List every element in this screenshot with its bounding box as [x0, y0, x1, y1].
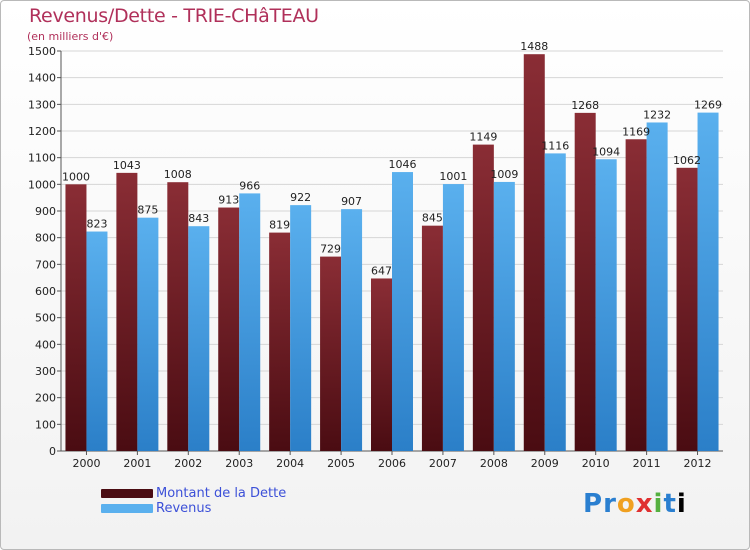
- data-label-revenue: 823: [86, 218, 107, 231]
- y-tick-label: 1000: [28, 178, 56, 191]
- data-label-revenue: 1001: [439, 170, 467, 183]
- bar-debt: [523, 54, 545, 451]
- x-tick-label: 2003: [225, 457, 253, 470]
- bar-revenue: [442, 184, 464, 452]
- y-tick-label: 800: [35, 232, 56, 245]
- x-tick-label: 2010: [582, 457, 610, 470]
- data-label-revenue: 875: [137, 204, 158, 217]
- x-tick-label: 2009: [531, 457, 559, 470]
- data-label-revenue: 1046: [389, 158, 417, 171]
- x-tick-label: 2001: [123, 457, 151, 470]
- bar-revenue: [646, 122, 668, 451]
- data-label-revenue: 1094: [592, 145, 620, 158]
- data-label-debt: 1062: [673, 154, 701, 167]
- bar-debt: [167, 182, 189, 451]
- bar-revenue: [290, 205, 312, 451]
- bar-debt: [574, 112, 596, 451]
- data-label-revenue: 843: [188, 212, 209, 225]
- y-tick-label: 1200: [28, 125, 56, 138]
- x-tick-label: 2000: [72, 457, 100, 470]
- data-label-debt: 1043: [113, 159, 141, 172]
- y-tick-label: 500: [35, 312, 56, 325]
- legend-label-revenue: Revenus: [156, 501, 212, 516]
- y-tick-label: 1400: [28, 72, 56, 85]
- x-tick-label: 2006: [378, 457, 406, 470]
- bar-chart: 0 100 200 300 400 500 600 700 800 900 1000 1100 1200…: [28, 40, 723, 470]
- bar-revenue: [697, 112, 719, 451]
- bar-revenue: [86, 231, 108, 451]
- data-label-revenue: 922: [290, 191, 311, 204]
- bar-revenue: [544, 153, 566, 451]
- bar-revenue: [595, 159, 617, 451]
- bar-debt: [676, 167, 698, 452]
- x-tick-label: 2002: [174, 457, 202, 470]
- bar-revenue: [392, 172, 413, 452]
- data-label-revenue: 1116: [541, 139, 569, 152]
- x-tick-label: 2005: [327, 457, 355, 470]
- bar-debt: [625, 139, 647, 451]
- y-tick-label: 700: [35, 258, 56, 271]
- bar-revenue: [239, 193, 261, 451]
- data-label-debt: 1149: [469, 131, 497, 144]
- y-tick-label: 400: [35, 338, 56, 351]
- x-tick-label: 2011: [633, 457, 661, 470]
- data-label-revenue: 1269: [694, 99, 722, 112]
- x-tick-label: 2008: [480, 457, 508, 470]
- bar-debt: [116, 172, 138, 451]
- y-tick-label: 900: [35, 205, 56, 218]
- bar-revenue: [341, 209, 363, 451]
- data-label-debt: 1488: [520, 40, 548, 53]
- data-label-debt: 845: [422, 212, 443, 225]
- bar-debt: [421, 225, 443, 451]
- data-label-revenue: 966: [239, 179, 260, 192]
- data-label-debt: 1268: [571, 99, 599, 112]
- data-label-debt: 1169: [622, 125, 650, 138]
- y-tick-label: 1300: [28, 98, 56, 111]
- bar-revenue: [188, 226, 210, 451]
- legend-swatch-revenue: [101, 504, 153, 513]
- bars: [65, 54, 719, 452]
- data-label-debt: 819: [269, 219, 290, 232]
- y-tick-label: 1100: [28, 152, 56, 165]
- axes: 0 100 200 300 400 500 600 700 800 900 1000 1100 1200…: [28, 45, 723, 470]
- legend-label-debt: Montant de la Dette: [156, 486, 287, 501]
- chart-title: Revenus/Dette - TRIE-CHâTEAU: [29, 5, 319, 27]
- bar-revenue: [137, 217, 159, 451]
- x-tick-label: 2004: [276, 457, 304, 470]
- data-label-debt: 729: [320, 243, 341, 256]
- y-tick-label: 0: [49, 445, 56, 458]
- data-label-debt: 913: [218, 194, 239, 207]
- data-label-debt: 1008: [164, 168, 192, 181]
- bar-debt: [65, 184, 87, 452]
- bar-debt: [371, 278, 392, 451]
- data-label-revenue: 1009: [490, 168, 518, 181]
- y-tick-label: 100: [35, 418, 56, 431]
- y-tick-label: 600: [35, 285, 56, 298]
- y-tick-label: 300: [35, 365, 56, 378]
- data-label-debt: 647: [371, 264, 392, 277]
- data-label-revenue: 907: [341, 195, 362, 208]
- x-tick-label: 2007: [429, 457, 457, 470]
- bar-debt: [218, 207, 240, 451]
- bar-debt: [472, 144, 494, 451]
- y-tick-label: 200: [35, 392, 56, 405]
- data-label-debt: 1000: [62, 170, 90, 183]
- bar-debt: [269, 232, 291, 451]
- legend-swatch-debt: [101, 489, 153, 498]
- data-label-revenue: 1232: [643, 108, 671, 121]
- proxiti-logo: Proxiti: [583, 489, 687, 519]
- y-tick-label: 1500: [28, 45, 56, 58]
- bar-debt: [320, 256, 342, 451]
- bar-revenue: [493, 181, 515, 451]
- chart-subtitle: (en milliers d'€): [27, 30, 114, 43]
- x-tick-label: 2012: [684, 457, 712, 470]
